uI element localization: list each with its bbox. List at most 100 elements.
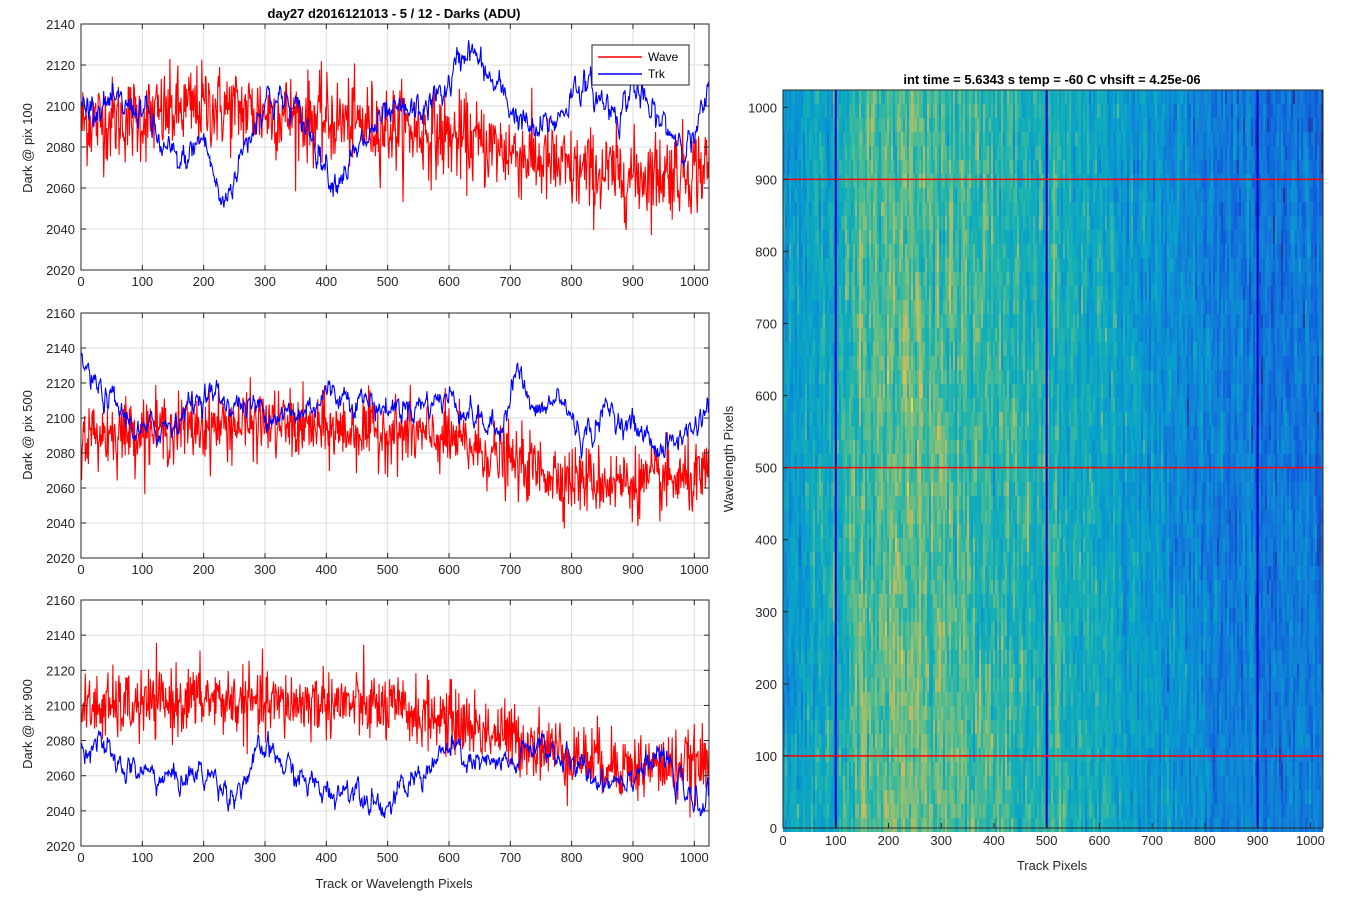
heatmap-cell: [849, 734, 851, 748]
heatmap-cell: [893, 188, 895, 202]
heatmap-cell: [791, 748, 793, 762]
heatmap-cell: [799, 482, 801, 496]
heatmap-cell: [943, 650, 945, 664]
heatmap-cell: [939, 454, 941, 468]
heatmap-cell: [885, 496, 887, 510]
heatmap-cell: [867, 678, 869, 692]
heatmap-cell: [829, 650, 831, 664]
heatmap-cell: [945, 160, 947, 174]
heatmap-cell: [911, 454, 913, 468]
heatmap-cell: [861, 328, 863, 342]
heatmap-cell: [891, 286, 893, 300]
heatmap-cell: [821, 104, 823, 118]
heatmap-cell: [931, 230, 933, 244]
heatmap-cell: [947, 244, 949, 258]
heatmap-cell: [841, 370, 843, 384]
heatmap-cell: [829, 426, 831, 440]
heatmap-cell: [931, 776, 933, 790]
heatmap-cell: [953, 314, 955, 328]
heatmap-cell: [891, 398, 893, 412]
heatmap-cell: [829, 118, 831, 132]
heatmap-cell: [909, 468, 911, 482]
heatmap-cell: [887, 734, 889, 748]
heatmap-cell: [805, 566, 807, 580]
heatmap-cell: [829, 692, 831, 706]
heatmap-cell: [945, 706, 947, 720]
heatmap-cell: [953, 594, 955, 608]
heatmap-cell: [901, 118, 903, 132]
heatmap-cell: [847, 174, 849, 188]
heatmap-cell: [939, 524, 941, 538]
heatmap-cell: [873, 790, 875, 804]
heatmap-cell: [907, 510, 909, 524]
heatmap-cell: [803, 300, 805, 314]
heatmap-cell: [795, 160, 797, 174]
heatmap-cell: [809, 510, 811, 524]
heatmap-cell: [879, 90, 881, 104]
heatmap-cell: [937, 748, 939, 762]
heatmap-cell: [909, 342, 911, 356]
heatmap-cell: [911, 132, 913, 146]
heatmap-cell: [933, 552, 935, 566]
heatmap-cell: [941, 678, 943, 692]
heatmap-cell: [861, 356, 863, 370]
heatmap-cell: [921, 90, 923, 104]
heatmap-cell: [959, 440, 961, 454]
heatmap-cell: [939, 762, 941, 776]
heatmap-cell: [799, 202, 801, 216]
heatmap-cell: [861, 538, 863, 552]
heatmap-cell: [813, 524, 815, 538]
heatmap-cell: [801, 720, 803, 734]
heatmap-cell: [855, 202, 857, 216]
heatmap-cell: [945, 328, 947, 342]
heatmap-cell: [903, 650, 905, 664]
heatmap-cell: [863, 538, 865, 552]
heatmap-cell: [857, 244, 859, 258]
heatmap-cell: [837, 90, 839, 104]
heatmap-cell: [837, 776, 839, 790]
heatmap-cell: [815, 146, 817, 160]
heatmap-cell: [789, 398, 791, 412]
heatmap-cell: [941, 258, 943, 272]
heatmap-cell: [929, 454, 931, 468]
heatmap-cell: [857, 580, 859, 594]
heatmap-cell: [947, 90, 949, 104]
heatmap-cell: [849, 90, 851, 104]
heatmap-cell: [823, 720, 825, 734]
heatmap-cell: [915, 776, 917, 790]
heatmap-cell: [905, 748, 907, 762]
heatmap-cell: [903, 314, 905, 328]
heatmap-cell: [905, 370, 907, 384]
heatmap-cell: [931, 650, 933, 664]
heatmap-cell: [917, 468, 919, 482]
heatmap-cell: [817, 650, 819, 664]
heatmap-cell: [821, 552, 823, 566]
heatmap-cell: [817, 342, 819, 356]
heatmap-cell: [959, 468, 961, 482]
heatmap-cell: [883, 566, 885, 580]
heatmap-cell: [811, 636, 813, 650]
heatmap-cell: [873, 580, 875, 594]
heatmap-cell: [871, 160, 873, 174]
heatmap-cell: [861, 734, 863, 748]
heatmap-cell: [953, 160, 955, 174]
heatmap-cell: [961, 510, 963, 524]
heatmap-cell: [889, 468, 891, 482]
heatmap-cell: [881, 202, 883, 216]
axes-box: [80, 312, 710, 559]
heatmap-cell: [827, 146, 829, 160]
heatmap-cell: [927, 216, 929, 230]
heatmap-cell: [853, 524, 855, 538]
heatmap-cell: [839, 524, 841, 538]
heatmap-cell: [825, 132, 827, 146]
heatmap-cell: [869, 510, 871, 524]
heatmap-cell: [899, 440, 901, 454]
heatmap-cell: [839, 188, 841, 202]
heatmap-cell: [847, 580, 849, 594]
heatmap-cell: [843, 706, 845, 720]
heatmap-cell: [833, 272, 835, 286]
heatmap-cell: [951, 174, 953, 188]
heatmap-cell: [823, 622, 825, 636]
heatmap-cell: [879, 188, 881, 202]
heatmap-cell: [875, 356, 877, 370]
